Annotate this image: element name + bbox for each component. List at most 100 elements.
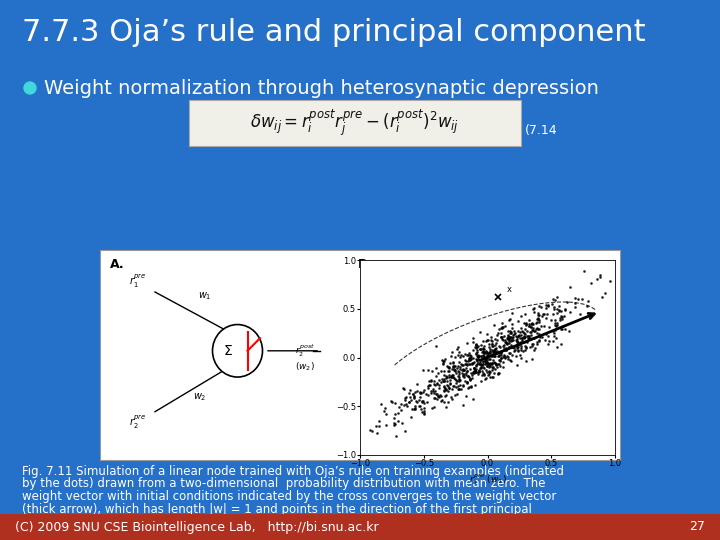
Point (563, 327, 575, 335)
Point (447, 359, 459, 367)
Point (490, 360, 501, 368)
Point (472, 360, 483, 368)
Point (458, 366, 469, 375)
Point (392, 409, 404, 417)
Point (554, 316, 566, 325)
Point (531, 318, 543, 327)
Point (523, 319, 534, 328)
Point (463, 360, 474, 368)
Point (483, 360, 495, 368)
Point (541, 330, 552, 339)
Point (495, 348, 506, 356)
Point (532, 325, 544, 334)
Point (471, 355, 482, 364)
Point (551, 320, 562, 329)
Point (478, 342, 490, 350)
Point (479, 363, 490, 372)
Point (487, 348, 499, 357)
Point (424, 381, 436, 389)
Point (477, 363, 489, 372)
Point (418, 387, 429, 396)
Point (523, 322, 534, 330)
Point (481, 361, 492, 370)
Point (547, 310, 559, 319)
Point (527, 320, 539, 328)
Point (486, 359, 498, 368)
Point (515, 350, 526, 359)
Point (475, 351, 487, 360)
Point (442, 381, 454, 390)
Point (485, 359, 496, 368)
Point (468, 369, 480, 377)
Point (415, 389, 426, 397)
Point (516, 326, 528, 335)
Point (438, 387, 449, 395)
Point (480, 357, 492, 366)
Point (547, 295, 559, 303)
Point (444, 380, 456, 389)
Point (464, 353, 475, 361)
Point (413, 395, 425, 404)
Point (412, 387, 423, 395)
Point (483, 367, 495, 376)
Point (462, 378, 473, 387)
Point (510, 332, 522, 341)
Point (405, 393, 416, 402)
Point (492, 347, 503, 355)
Point (499, 353, 510, 362)
Point (506, 350, 518, 359)
Point (532, 315, 544, 323)
Point (550, 333, 562, 342)
Point (479, 369, 490, 378)
Point (503, 339, 515, 347)
Point (506, 343, 518, 352)
Point (498, 346, 510, 354)
Point (438, 360, 449, 369)
Point (488, 320, 500, 329)
Point (418, 366, 429, 374)
Point (390, 409, 401, 418)
Text: x: x (507, 285, 512, 294)
Point (547, 327, 559, 335)
Point (492, 360, 503, 369)
Point (481, 337, 492, 346)
Point (526, 322, 537, 331)
Point (485, 373, 496, 382)
Point (465, 352, 477, 360)
Point (521, 321, 532, 330)
Point (518, 329, 530, 338)
Point (484, 359, 495, 368)
Point (440, 385, 451, 394)
Point (478, 370, 490, 379)
Point (520, 343, 531, 352)
Point (464, 355, 476, 364)
Point (459, 356, 471, 364)
Point (395, 406, 406, 414)
Point (462, 351, 474, 360)
Point (464, 375, 475, 384)
Point (370, 422, 382, 430)
Point (481, 353, 492, 362)
Point (465, 382, 477, 391)
Point (483, 349, 495, 357)
Point (487, 349, 499, 358)
Point (435, 392, 446, 400)
Point (487, 342, 498, 350)
Point (458, 364, 469, 373)
Point (527, 340, 539, 348)
Point (505, 335, 516, 343)
Point (449, 367, 460, 375)
Point (511, 361, 523, 369)
Point (474, 366, 485, 375)
Point (524, 343, 536, 352)
Point (477, 369, 489, 377)
Point (512, 316, 523, 325)
Point (530, 319, 541, 327)
Text: $r_2^{pre}$: $r_2^{pre}$ (129, 414, 146, 431)
Point (435, 378, 446, 387)
Point (526, 354, 538, 363)
Point (579, 267, 590, 275)
Point (480, 354, 491, 363)
Point (451, 363, 463, 372)
Point (472, 347, 483, 356)
